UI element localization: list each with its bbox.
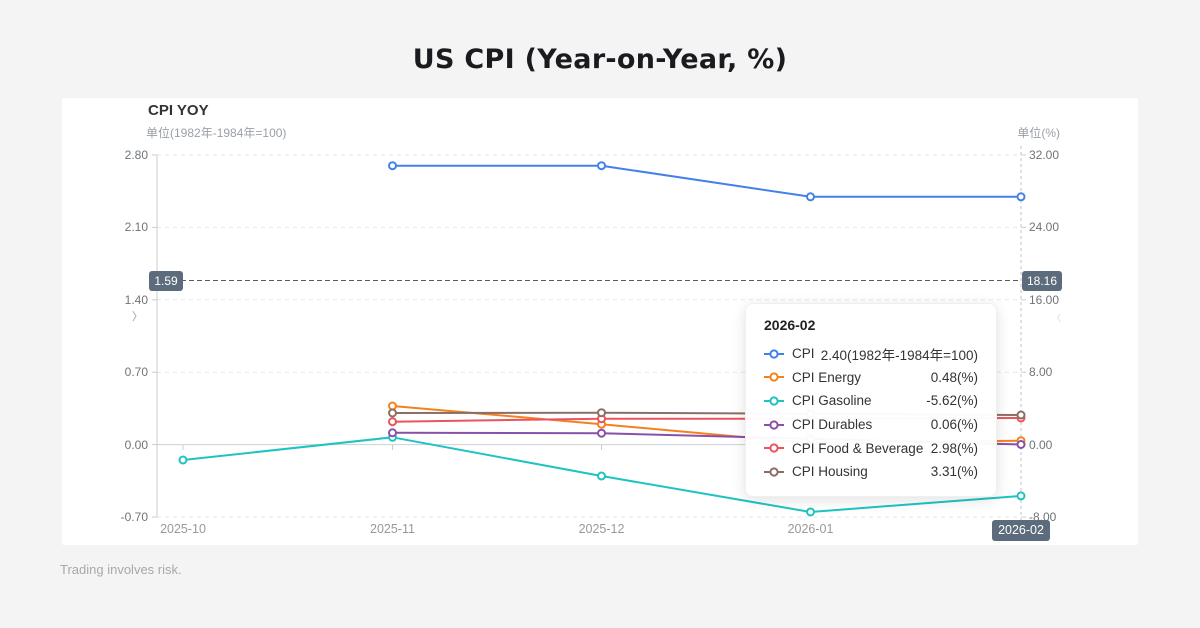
series-marker-icon bbox=[764, 372, 784, 382]
tooltip-series-value: 3.31(%) bbox=[930, 464, 978, 480]
tooltip-series-label: CPI Durables bbox=[792, 417, 873, 433]
tooltip-series-label: CPI Energy bbox=[792, 369, 862, 385]
tooltip-series-label: CPI Gasoline bbox=[792, 393, 872, 409]
right-axis-tick-label: 0.00 bbox=[1029, 437, 1053, 452]
tooltip-series-value: 0.48(%) bbox=[930, 369, 978, 385]
series-marker-icon bbox=[764, 396, 784, 406]
tooltip-row: CPI Energy 0.48(%) bbox=[764, 366, 978, 390]
tooltip-series-value: 2.98(%) bbox=[930, 440, 978, 456]
right-axis-tick-label: 16.00 bbox=[1029, 292, 1060, 307]
tooltip-date: 2026-02 bbox=[764, 317, 816, 333]
right-axis-tick-label: 32.00 bbox=[1029, 148, 1060, 162]
x-axis-tick-label: 2025-12 bbox=[578, 522, 625, 536]
left-axis-tick-label: -0.70 bbox=[120, 510, 148, 524]
right-axis-tick-label: 24.00 bbox=[1029, 220, 1060, 235]
left-axis-tick-label: 2.80 bbox=[124, 148, 148, 162]
tooltip-series-value: 2.40(1982年-1984年=100) bbox=[820, 347, 978, 363]
tooltip-row: CPI Housing 3.31(%) bbox=[764, 460, 978, 484]
chevron-left-icon: 〈 bbox=[1052, 313, 1062, 323]
x-axis-tick-label: 2025-10 bbox=[160, 522, 206, 536]
chevron-right-icon: 〉 bbox=[132, 311, 143, 323]
tooltip-rows: CPI 2.40(1982年-1984年=100) CPI Energy 0.48(%… bbox=[764, 342, 978, 484]
right-axis-tick-label: 8.00 bbox=[1029, 365, 1053, 380]
series-marker-icon bbox=[764, 419, 784, 430]
chart-card: CPI YOY 单位(1982年-1984年=100) 单位(%) 2.80 2.… bbox=[62, 98, 1138, 545]
left-axis-tick-label: 1.40 bbox=[124, 292, 148, 307]
marker-badge-right: 18.16 bbox=[1022, 271, 1062, 291]
chart-title: CPI YOY bbox=[148, 102, 209, 119]
tooltip-series-label: CPI bbox=[792, 346, 815, 362]
series-marker-icon bbox=[764, 349, 784, 359]
series-marker-icon bbox=[764, 443, 784, 453]
tooltip-row: CPI 2.40(1982年-1984年=100) bbox=[764, 342, 978, 366]
tooltip-series-label: CPI Housing bbox=[792, 464, 868, 480]
series-marker-icon bbox=[764, 467, 784, 477]
left-axis-tick-label: 2.10 bbox=[124, 220, 148, 235]
tooltip-row: CPI Food & Beverage 2.98(%) bbox=[764, 436, 978, 460]
x-axis-tick-label: 2026-01 bbox=[787, 522, 834, 536]
left-axis-tick-label: 0.00 bbox=[124, 437, 148, 452]
risk-disclaimer: Trading involves risk. bbox=[60, 562, 182, 577]
tooltip-series-value: -5.62(%) bbox=[926, 393, 978, 409]
left-axis-tick-label: 0.70 bbox=[124, 365, 148, 380]
tooltip-row: CPI Gasoline -5.62(%) bbox=[764, 389, 978, 413]
x-axis-tick-label: 2025-11 bbox=[370, 522, 415, 536]
right-axis-unit-label: 单位(%) bbox=[1017, 126, 1060, 140]
x-axis-current-badge: 2026-02 bbox=[992, 520, 1050, 541]
tooltip-row: CPI Durables 0.06(%) bbox=[764, 413, 978, 437]
chart-tooltip: 2026-02 CPI 2.40(1982年-1984年=100) CPI Ener… bbox=[745, 303, 997, 497]
marker-badge-left: 1.59 bbox=[149, 271, 183, 291]
plot-area[interactable] bbox=[62, 98, 1138, 545]
tooltip-series-value: 0.06(%) bbox=[930, 417, 978, 433]
tooltip-series-label: CPI Food & Beverage bbox=[792, 440, 924, 456]
page-title: US CPI (Year-on-Year, %) bbox=[412, 44, 788, 75]
left-axis-unit-label: 单位(1982年-1984年=100) bbox=[146, 126, 287, 140]
